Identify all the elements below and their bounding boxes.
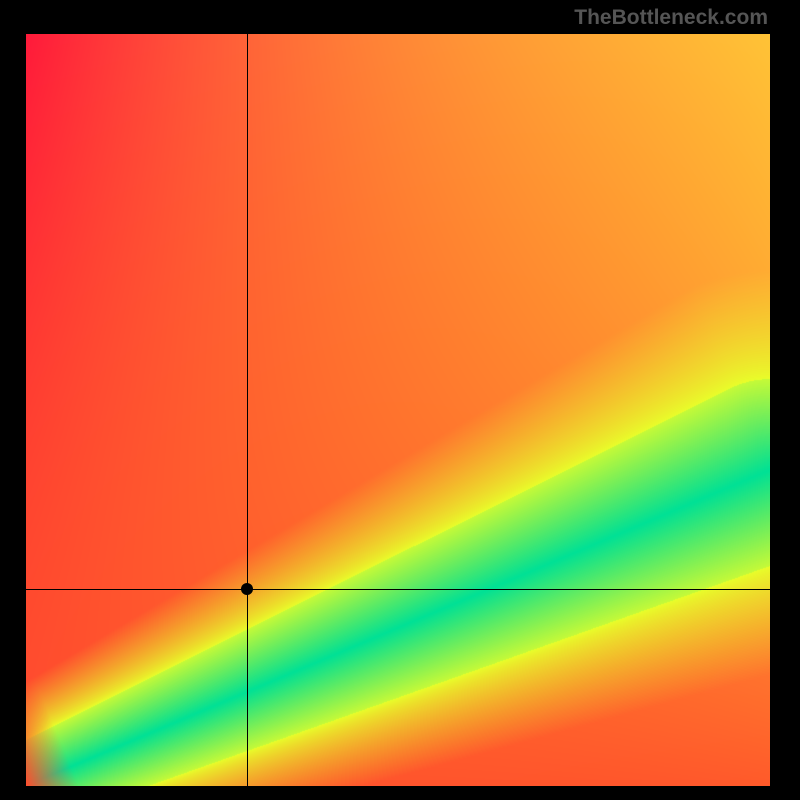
- heatmap-plot-area: [26, 34, 770, 786]
- crosshair-vertical: [247, 34, 248, 786]
- crosshair-horizontal: [26, 589, 770, 590]
- crosshair-marker-point: [241, 583, 253, 595]
- watermark-text: TheBottleneck.com: [574, 6, 768, 30]
- heatmap-canvas: [26, 34, 770, 786]
